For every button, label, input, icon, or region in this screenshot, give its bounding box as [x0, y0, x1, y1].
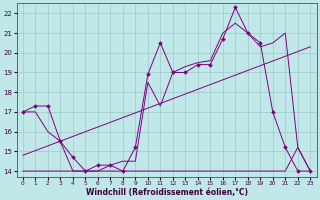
X-axis label: Windchill (Refroidissement éolien,°C): Windchill (Refroidissement éolien,°C)	[85, 188, 248, 197]
